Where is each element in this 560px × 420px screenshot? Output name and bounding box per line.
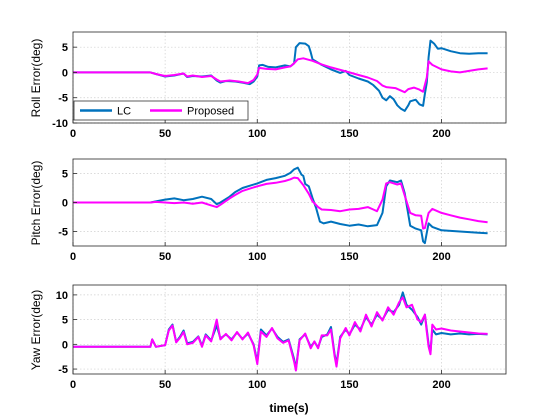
pitch-error-ytick-label: 5 (62, 169, 68, 181)
roll-error-xtick-label: 150 (340, 128, 358, 140)
pitch-error-xtick-label: 150 (340, 251, 358, 263)
yaw-error-xtick-label: 200 (432, 379, 450, 391)
yaw-error-xtick-label: 50 (159, 379, 171, 391)
pitch-error-xtick-label: 50 (159, 251, 171, 263)
yaw-error-xtick-label: 100 (248, 379, 266, 391)
yaw-error-ylabel: Yaw Error(deg) (29, 290, 43, 370)
pitch-error-ytick-label: -5 (58, 227, 68, 239)
legend: LC Proposed (73, 100, 249, 121)
roll-error-xtick-label: 0 (70, 128, 76, 140)
legend-label-lc: LC (117, 106, 131, 118)
yaw-error-xtick-label: 0 (70, 379, 76, 391)
pitch-error-ytick-label: 0 (62, 198, 68, 210)
yaw-error-ytick-label: 5 (62, 315, 68, 327)
yaw-error-xtick-label: 150 (340, 379, 358, 391)
roll-error-series-proposed-line (73, 57, 488, 94)
yaw-error-ytick-label: -5 (58, 364, 68, 376)
legend-label-proposed: Proposed (187, 106, 234, 118)
pitch-error-xtick-label: 100 (248, 251, 266, 263)
pitch-error-series-lc-line (73, 166, 488, 245)
pitch-error-series-proposed-line (73, 176, 488, 230)
roll-error-ytick-label: 5 (62, 42, 68, 54)
roll-error-xtick-label: 200 (432, 128, 450, 140)
roll-error-ytick-label: -5 (58, 93, 68, 105)
roll-error-ytick-label: -10 (52, 118, 68, 130)
pitch-error-ylabel: Pitch Error(deg) (29, 161, 43, 246)
yaw-error-plot-area (73, 285, 506, 374)
roll-error-ytick-label: 0 (62, 67, 68, 79)
time-xlabel: time(s) (269, 401, 308, 415)
roll-error-xtick-label: 100 (248, 128, 266, 140)
roll-error-xtick-label: 50 (159, 128, 171, 140)
roll-error-ylabel: Roll Error(deg) (29, 39, 43, 118)
yaw-error-ytick-label: 0 (62, 339, 68, 351)
pitch-error-xtick-label: 200 (432, 251, 450, 263)
roll-error-axes-frame (72, 31, 507, 124)
pitch-error-xtick-label: 0 (70, 251, 76, 263)
yaw-error-axes-frame (72, 284, 507, 375)
pitch-error-panel: 0 50 100 150 200-505 (58, 158, 507, 263)
yaw-error-ytick-label: 10 (56, 290, 68, 302)
yaw-error-series-proposed-line (73, 296, 488, 372)
